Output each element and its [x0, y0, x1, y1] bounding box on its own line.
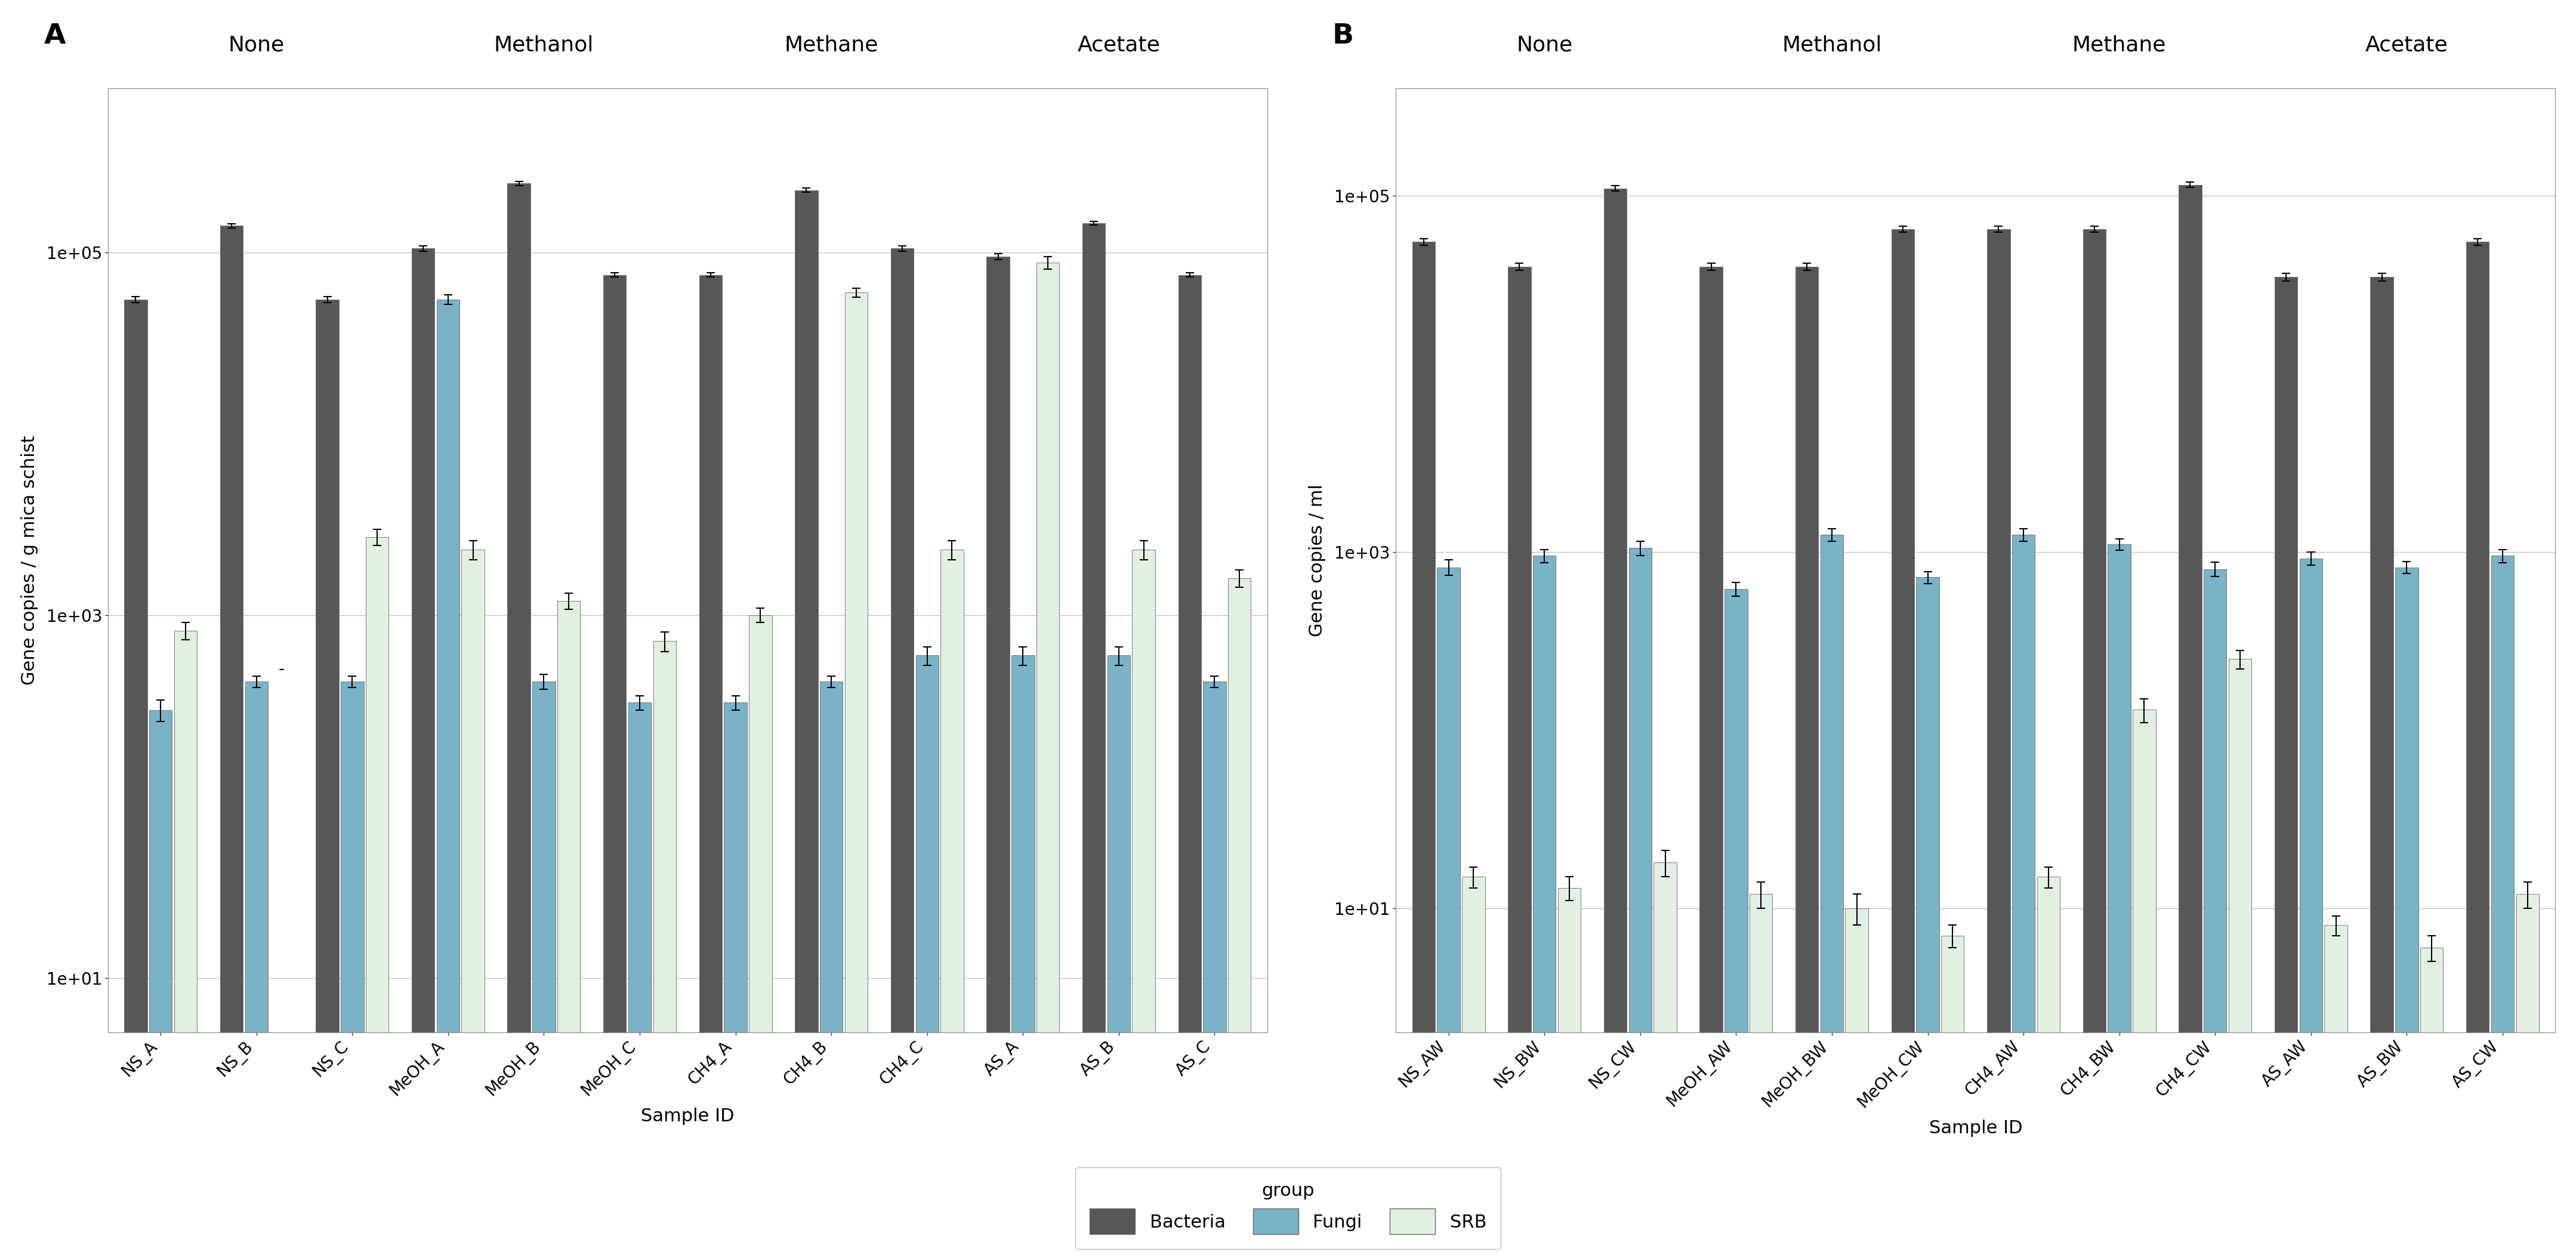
Bar	[891, 249, 914, 1258]
Bar	[1628, 548, 1651, 1258]
Bar	[1412, 242, 1435, 1258]
Bar	[1203, 682, 1226, 1258]
Legend: Bacteria, Fungi, SRB: Bacteria, Fungi, SRB	[1074, 1167, 1502, 1249]
Bar	[1844, 908, 1868, 1258]
Bar	[1558, 888, 1582, 1258]
Bar	[2275, 277, 2298, 1258]
Bar	[2179, 185, 2202, 1258]
Bar	[914, 655, 938, 1258]
Bar	[2491, 556, 2514, 1258]
Bar	[1605, 189, 1628, 1258]
Bar	[149, 710, 173, 1258]
Bar	[2084, 229, 2105, 1258]
Bar	[175, 630, 196, 1258]
Text: Methane: Methane	[783, 35, 878, 55]
Bar	[987, 257, 1010, 1258]
Bar	[603, 276, 626, 1258]
Bar	[1821, 535, 1844, 1258]
Bar	[1795, 267, 1819, 1258]
Bar	[698, 276, 721, 1258]
Bar	[2133, 710, 2156, 1258]
Bar	[2038, 877, 2061, 1258]
Bar	[1229, 579, 1252, 1258]
Text: Acetate: Acetate	[2365, 35, 2447, 55]
Bar	[533, 682, 556, 1258]
Bar	[2202, 569, 2226, 1258]
Y-axis label: Gene copies / ml: Gene copies / ml	[1309, 484, 1327, 637]
Bar	[2324, 926, 2347, 1258]
Bar	[819, 682, 842, 1258]
Text: Methanol: Methanol	[495, 35, 595, 55]
Y-axis label: Gene copies / g mica schist: Gene copies / g mica schist	[21, 435, 39, 686]
Bar	[1177, 276, 1200, 1258]
Text: A: A	[44, 23, 67, 49]
Bar	[1507, 267, 1530, 1258]
Bar	[1654, 863, 1677, 1258]
Bar	[724, 702, 747, 1258]
Text: Acetate: Acetate	[1077, 35, 1159, 55]
Text: None: None	[1517, 35, 1571, 55]
Bar	[1463, 877, 1484, 1258]
Bar	[1012, 655, 1036, 1258]
Bar	[1036, 263, 1059, 1258]
Bar	[845, 293, 868, 1258]
Bar	[2107, 545, 2130, 1258]
Bar	[1437, 567, 1461, 1258]
Bar	[2465, 242, 2488, 1258]
Bar	[1533, 556, 1556, 1258]
Bar	[2012, 535, 2035, 1258]
Bar	[1891, 229, 1914, 1258]
X-axis label: Sample ID: Sample ID	[641, 1108, 734, 1125]
Bar	[1082, 223, 1105, 1258]
Bar	[2396, 567, 2419, 1258]
X-axis label: Sample ID: Sample ID	[1929, 1120, 2022, 1137]
Bar	[2517, 894, 2540, 1258]
Bar	[507, 184, 531, 1258]
Bar	[435, 299, 459, 1258]
Bar	[2421, 947, 2442, 1258]
Bar	[1942, 936, 1963, 1258]
Bar	[340, 682, 363, 1258]
Bar	[1749, 894, 1772, 1258]
Bar	[2228, 659, 2251, 1258]
Bar	[1133, 550, 1154, 1258]
Bar	[412, 249, 435, 1258]
Bar	[2300, 559, 2324, 1258]
Bar	[219, 226, 242, 1258]
Bar	[1917, 577, 1940, 1258]
Bar	[461, 550, 484, 1258]
Bar	[366, 537, 389, 1258]
Bar	[1986, 229, 2009, 1258]
Bar	[124, 299, 147, 1258]
Text: Methane: Methane	[2071, 35, 2166, 55]
Bar	[750, 615, 773, 1258]
Text: None: None	[229, 35, 283, 55]
Bar	[245, 682, 268, 1258]
Bar	[317, 299, 340, 1258]
Bar	[796, 190, 817, 1258]
Bar	[654, 642, 675, 1258]
Bar	[556, 601, 580, 1258]
Bar	[629, 702, 652, 1258]
Bar	[1723, 589, 1747, 1258]
Bar	[2370, 277, 2393, 1258]
Bar	[1700, 267, 1723, 1258]
Text: -: -	[278, 662, 283, 678]
Text: B: B	[1332, 23, 1355, 49]
Text: Methanol: Methanol	[1783, 35, 1883, 55]
Bar	[940, 550, 963, 1258]
Bar	[1108, 655, 1131, 1258]
